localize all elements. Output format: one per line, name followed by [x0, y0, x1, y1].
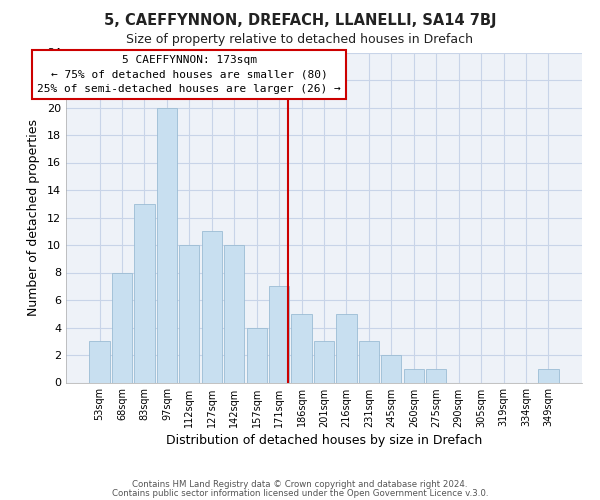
Y-axis label: Number of detached properties: Number of detached properties	[27, 119, 40, 316]
Text: Size of property relative to detached houses in Drefach: Size of property relative to detached ho…	[127, 32, 473, 46]
Text: Contains public sector information licensed under the Open Government Licence v.: Contains public sector information licen…	[112, 488, 488, 498]
Bar	[292, 314, 311, 382]
Text: 5, CAEFFYNNON, DREFACH, LLANELLI, SA14 7BJ: 5, CAEFFYNNON, DREFACH, LLANELLI, SA14 7…	[104, 12, 496, 28]
Bar	[157, 108, 177, 382]
Bar	[269, 286, 289, 382]
Bar	[404, 369, 424, 382]
Bar	[202, 231, 222, 382]
Bar	[179, 245, 199, 382]
Bar	[337, 314, 356, 382]
Bar	[359, 341, 379, 382]
Bar	[224, 245, 244, 382]
Text: 5 CAEFFYNNON: 173sqm
← 75% of detached houses are smaller (80)
25% of semi-detac: 5 CAEFFYNNON: 173sqm ← 75% of detached h…	[37, 55, 341, 94]
Bar	[426, 369, 446, 382]
Bar	[314, 341, 334, 382]
Bar	[112, 272, 132, 382]
Bar	[538, 369, 559, 382]
Bar	[247, 328, 267, 382]
Bar	[381, 355, 401, 382]
X-axis label: Distribution of detached houses by size in Drefach: Distribution of detached houses by size …	[166, 434, 482, 447]
Bar	[89, 341, 110, 382]
Bar	[134, 204, 155, 382]
Text: Contains HM Land Registry data © Crown copyright and database right 2024.: Contains HM Land Registry data © Crown c…	[132, 480, 468, 489]
